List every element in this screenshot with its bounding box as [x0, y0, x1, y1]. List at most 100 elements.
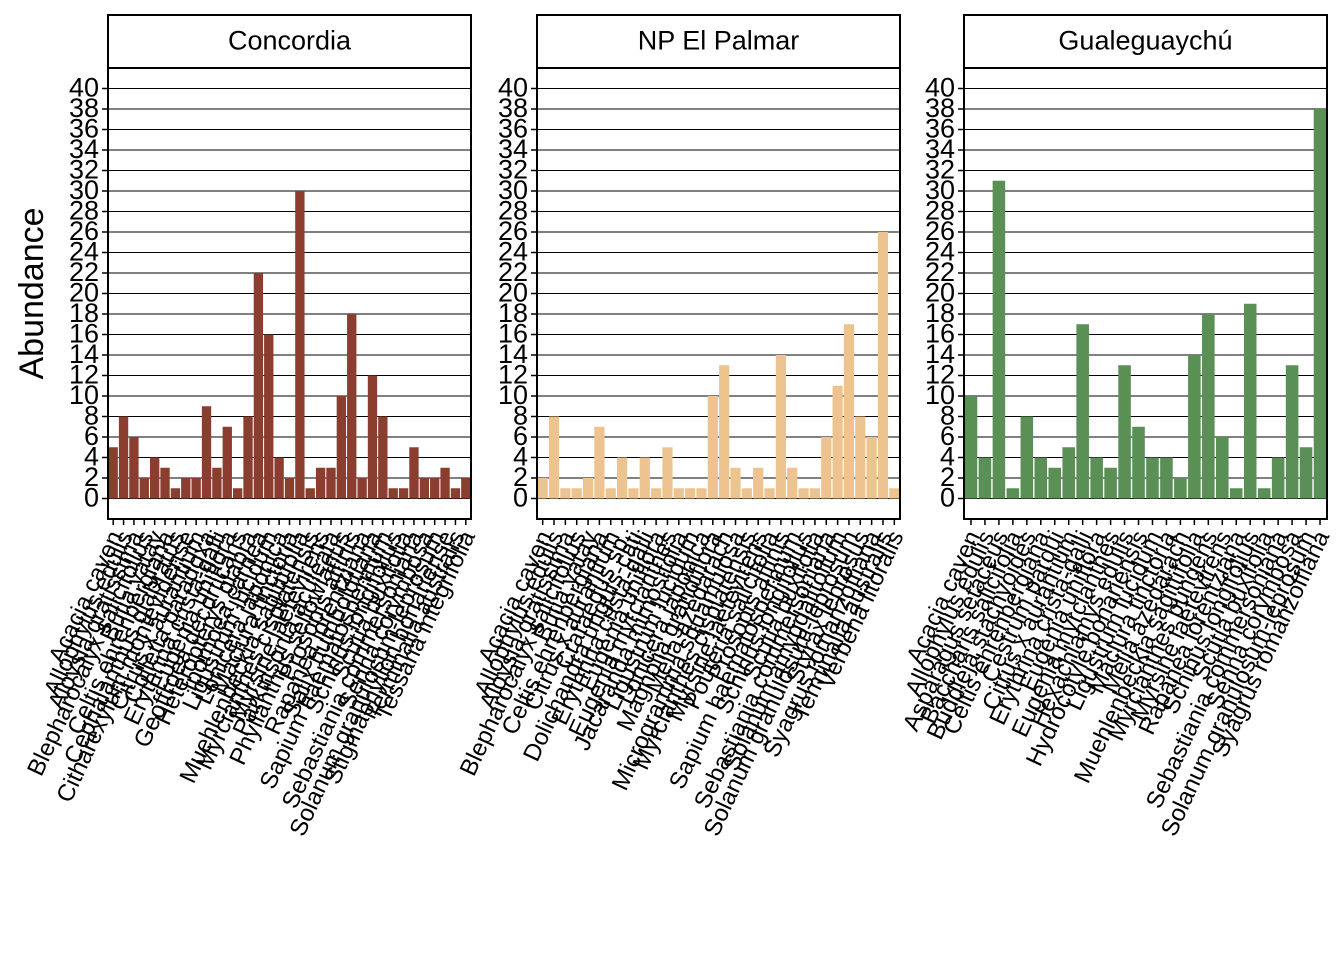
bar	[787, 467, 798, 499]
bar	[398, 488, 409, 499]
y-tick-label: 38	[69, 93, 99, 123]
y-tick-label: 24	[69, 237, 99, 267]
bar	[129, 437, 139, 499]
bar	[461, 478, 471, 499]
bar	[264, 334, 274, 499]
y-tick-label: 18	[69, 298, 99, 328]
bar	[315, 467, 326, 499]
y-tick-label: 8	[84, 401, 99, 431]
facet-title: Concordia	[228, 26, 352, 56]
bar	[378, 416, 388, 499]
y-tick-label: 28	[925, 196, 955, 226]
bar	[108, 447, 118, 499]
bar	[1257, 488, 1271, 499]
bar	[170, 488, 181, 499]
y-tick-label: 4	[84, 442, 99, 472]
bar	[1034, 457, 1048, 499]
y-tick-label: 8	[940, 401, 955, 431]
bar	[730, 467, 741, 499]
bar	[284, 478, 295, 499]
bar	[201, 406, 212, 499]
y-tick-label: 38	[925, 93, 955, 123]
bar	[741, 488, 752, 499]
bar	[616, 457, 628, 499]
bar	[605, 488, 616, 499]
facet-title: NP El Palmar	[638, 26, 800, 56]
y-tick-label: 16	[925, 319, 955, 349]
bar	[1216, 437, 1229, 499]
y-tick-label: 34	[69, 134, 99, 164]
y-tick-label: 18	[498, 298, 528, 328]
y-tick-label: 36	[498, 114, 528, 144]
y-tick-label: 36	[925, 114, 955, 144]
bar	[1285, 365, 1299, 499]
y-tick-label: 40	[498, 73, 528, 103]
bar	[336, 396, 347, 499]
y-tick-label: 14	[925, 339, 955, 369]
bar	[243, 416, 253, 499]
y-tick-label: 10	[498, 380, 528, 410]
bar	[450, 488, 461, 499]
bar	[594, 426, 605, 499]
bar	[1160, 457, 1173, 499]
bar	[409, 447, 419, 499]
bar	[798, 488, 809, 499]
y-tick-label: 34	[925, 134, 955, 164]
bar	[855, 416, 866, 499]
y-tick-label: 12	[925, 360, 955, 390]
bar	[1146, 457, 1159, 499]
bar	[1174, 478, 1187, 499]
bar	[628, 488, 639, 499]
bar	[889, 488, 900, 499]
y-tick-label: 10	[925, 380, 955, 410]
bar	[440, 467, 450, 499]
bar	[326, 467, 336, 499]
bar	[1132, 426, 1145, 499]
y-tick-label: 2	[84, 462, 99, 492]
y-tick-label: 18	[925, 298, 955, 328]
bar	[1243, 303, 1257, 499]
bar	[832, 385, 843, 499]
bar	[685, 488, 696, 499]
panel-border	[536, 67, 901, 520]
bar	[753, 467, 764, 499]
y-tick-label: 26	[69, 216, 99, 246]
y-tick-label: 8	[513, 401, 528, 431]
bar	[295, 191, 305, 499]
bar	[212, 467, 222, 499]
y-tick-label: 22	[69, 257, 99, 287]
facet-title: Gualeguaychú	[1058, 26, 1232, 56]
bar	[118, 416, 129, 499]
panel-border	[107, 67, 472, 520]
y-axis-title: Abundance	[13, 207, 51, 379]
bar	[548, 416, 560, 499]
bar	[843, 324, 855, 499]
bar	[232, 488, 243, 499]
bar	[582, 478, 594, 499]
bar	[662, 447, 673, 499]
y-tick-label: 34	[498, 134, 528, 164]
bar	[305, 488, 315, 499]
y-tick-label: 14	[69, 339, 99, 369]
y-tick-label: 28	[498, 196, 528, 226]
y-tick-label: 16	[69, 319, 99, 349]
bar	[1020, 416, 1034, 499]
bar	[639, 457, 650, 499]
y-tick-label: 12	[498, 360, 528, 390]
bar	[181, 478, 191, 499]
y-tick-label: 12	[69, 360, 99, 390]
bar	[821, 437, 832, 499]
facet-strip	[107, 14, 472, 69]
bar	[696, 488, 707, 499]
y-tick-label: 0	[940, 483, 955, 513]
bar	[719, 365, 730, 499]
bar	[809, 488, 821, 499]
y-tick-label: 40	[925, 73, 955, 103]
bar	[1104, 467, 1117, 499]
y-tick-label: 26	[498, 216, 528, 246]
bar	[388, 488, 398, 499]
bar	[139, 478, 149, 499]
bar	[1062, 447, 1075, 499]
bar	[764, 488, 775, 499]
